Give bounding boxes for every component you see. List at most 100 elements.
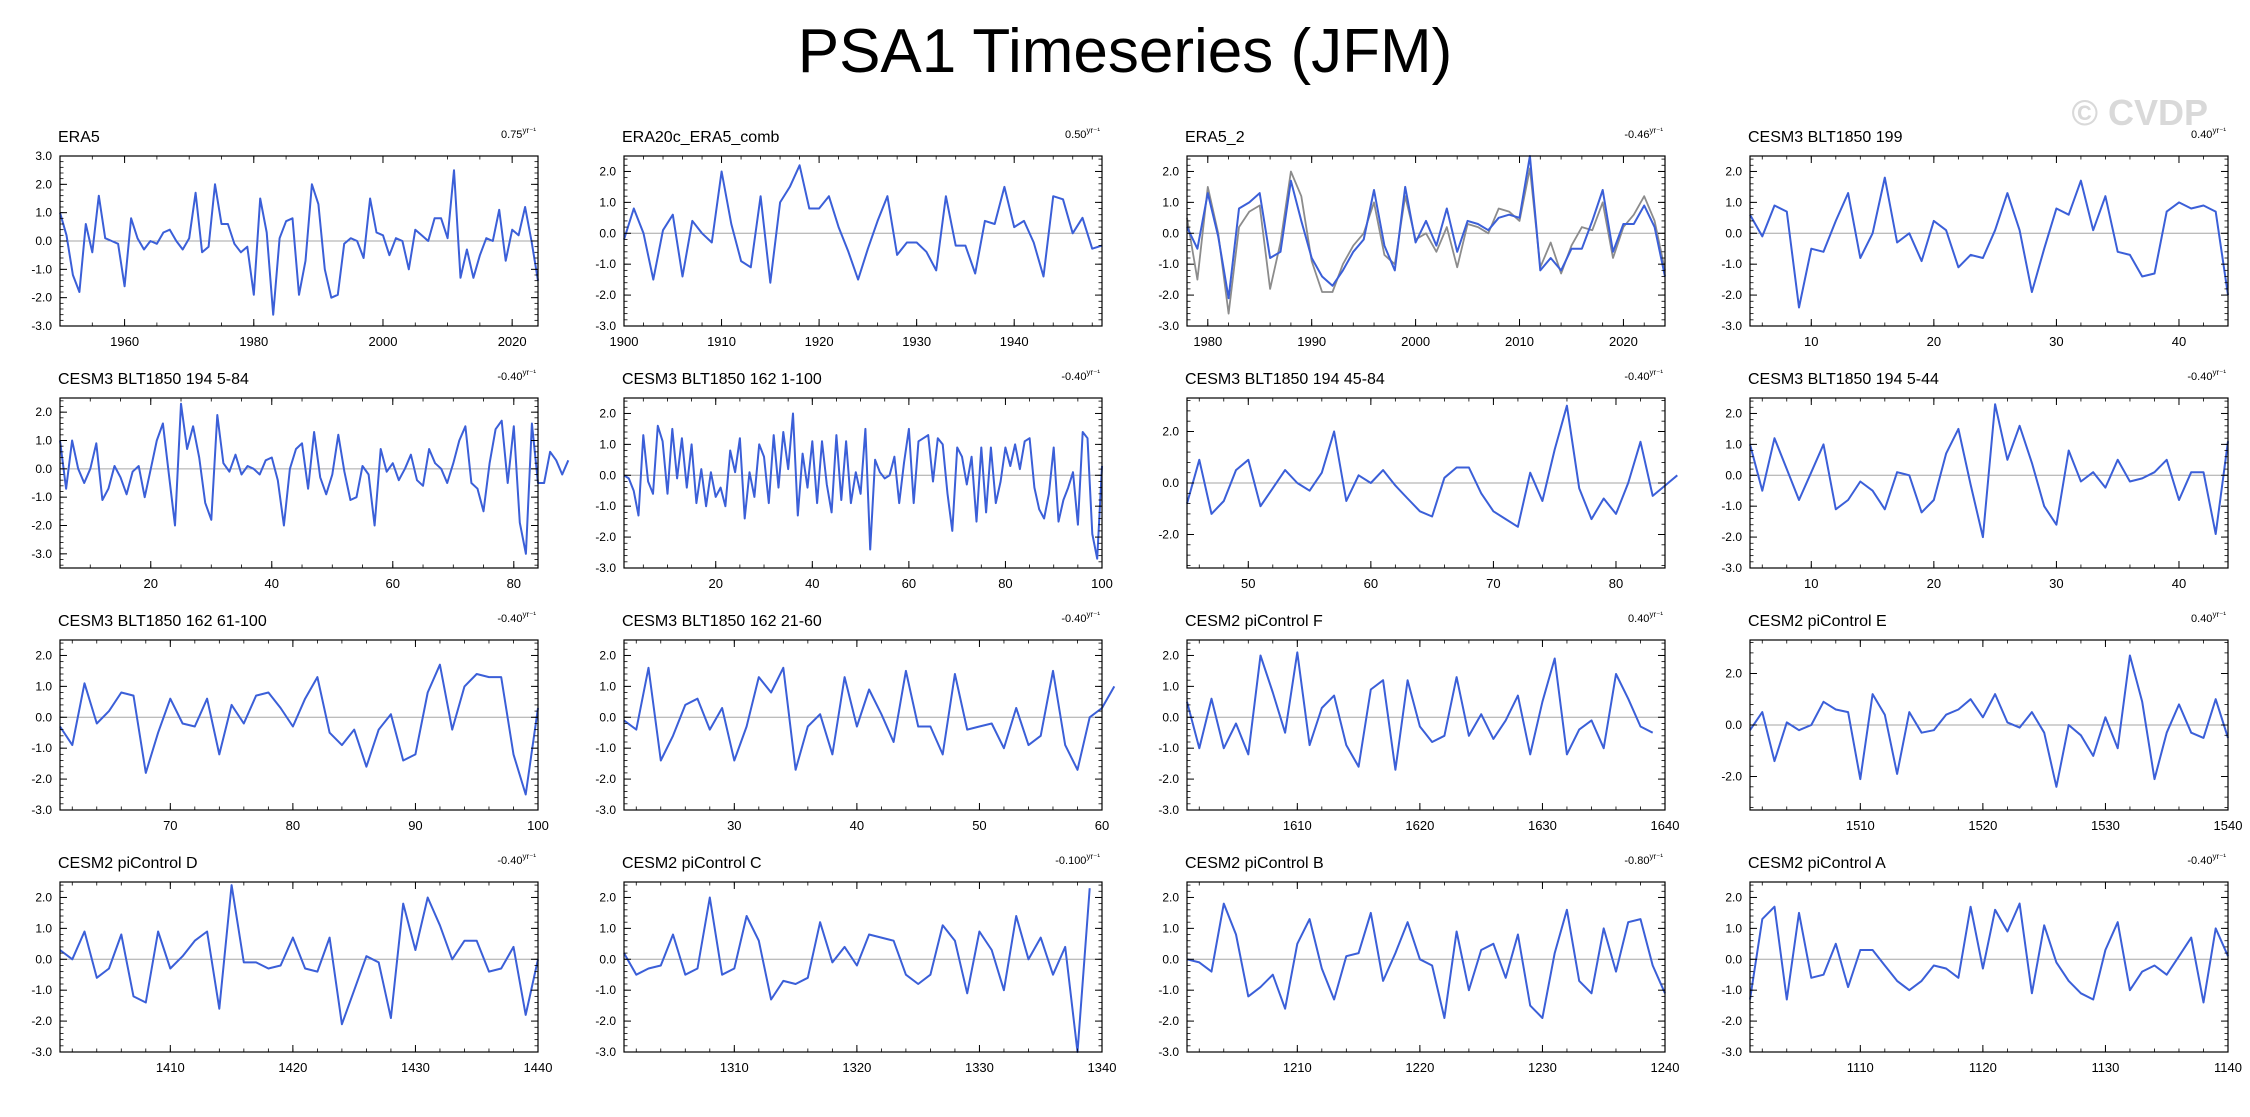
plot-frame [1186,881,1666,1053]
chart-panel: CESM2 piControl A -0.40yr⁻¹ -3.0 -2.0 -1.0 0.… [1721,852,2242,1075]
y-tick-label: 2.0 [1162,890,1179,904]
y-tick-label: -3.0 [595,803,616,817]
x-tick-label: 20 [1927,576,1941,591]
x-tick-label: 1340 [1088,1060,1117,1075]
trend-unit: yr⁻¹ [522,368,536,377]
x-tick-label: 1420 [278,1060,307,1075]
series-line [1186,155,1666,300]
chart-panel: CESM2 piControl E 0.40yr⁻¹ -2.0 0.0 2.0 1510 1… [1721,610,2242,833]
plot-frame [1749,397,2229,569]
x-tick-label: 1220 [1405,1060,1434,1075]
x-tick-label: 1240 [1651,1060,1680,1075]
x-tick-label: 2000 [369,334,398,349]
y-tick-label: 2.0 [1725,666,1742,680]
x-tick-label: 1510 [1846,818,1875,833]
y-tick-label: 0.0 [1725,718,1742,732]
panel-trend: -0.40yr⁻¹ [497,852,536,867]
y-tick-label: 2.0 [599,890,616,904]
panel-trend: -0.100yr⁻¹ [1055,852,1100,867]
x-tick-label: 1410 [156,1060,185,1075]
panel-title: ERA5_2 [1185,129,1245,146]
x-tick-label: 1120 [1969,1060,1997,1075]
series-line [1749,654,2229,788]
plot-frame [623,639,1103,811]
y-tick-label: 0.0 [35,462,52,476]
panel-title: ERA20c_ERA5_comb [622,129,780,146]
trend-unit: yr⁻¹ [2212,852,2226,861]
y-tick-label: 0.0 [599,952,616,966]
chart-panel: CESM2 piControl B -0.80yr⁻¹ -3.0 -2.0 -1.0 0.… [1158,852,1679,1075]
y-tick-label: -1.0 [1158,983,1179,997]
x-tick-label: 10 [1804,334,1818,349]
y-tick-label: -3.0 [31,319,52,333]
x-tick-label: 100 [1091,576,1113,591]
y-tick-label: 0.0 [1725,468,1742,482]
panel-trend: 0.50yr⁻¹ [1065,126,1100,141]
series-line [1749,176,2229,309]
y-tick-label: 2.0 [599,648,616,662]
y-tick-label: 2.0 [1162,164,1179,178]
y-tick-label: -1.0 [31,983,52,997]
panel-trend: -0.40yr⁻¹ [1624,368,1663,383]
panel-title: ERA5 [58,129,100,146]
trend-unit: yr⁻¹ [2212,126,2226,135]
x-tick-label: 80 [998,576,1012,591]
y-tick-label: -3.0 [1721,1045,1742,1059]
trend-unit: yr⁻¹ [1086,126,1100,135]
y-tick-label: 0.0 [599,226,616,240]
trend-unit: yr⁻¹ [522,610,536,619]
series-line [623,164,1103,284]
y-tick-label: -2.0 [1158,528,1179,542]
y-tick-label: -2.0 [31,772,52,786]
x-tick-label: 1980 [239,334,268,349]
y-tick-label: -3.0 [31,1045,52,1059]
y-tick-label: 1.0 [35,679,52,693]
trend-unit: yr⁻¹ [522,852,536,861]
x-tick-label: 1320 [842,1060,871,1075]
y-tick-label: -3.0 [595,561,616,575]
y-tick-label: 1.0 [599,679,616,693]
y-tick-label: 3.0 [35,149,52,163]
series-line [1749,403,2229,539]
y-tick-label: 2.0 [35,890,52,904]
y-tick-label: 1.0 [599,921,616,935]
y-tick-label: -2.0 [1721,288,1742,302]
x-tick-label: 20 [1927,334,1941,349]
x-tick-label: 90 [408,818,422,833]
y-tick-label: 0.0 [1162,226,1179,240]
x-tick-label: 1940 [1000,334,1029,349]
y-tick-label: 1.0 [599,437,616,451]
y-tick-label: -1.0 [31,262,52,276]
x-tick-label: 40 [850,818,864,833]
y-tick-label: 1.0 [1725,437,1742,451]
panel-trend: -0.40yr⁻¹ [497,610,536,625]
panel-title: CESM3 BLT1850 162 1-100 [622,371,822,388]
x-tick-label: 1980 [1193,334,1222,349]
chart-panel: CESM3 BLT1850 199 0.40yr⁻¹ -3.0 -2.0 -1.0 0.0… [1721,126,2229,349]
series-line [1186,651,1654,771]
trend-unit: yr⁻¹ [522,126,536,135]
watermark: © CVDP [2071,92,2208,133]
series-line [59,663,539,796]
trend-unit: yr⁻¹ [1086,368,1100,377]
y-tick-label: 1.0 [35,206,52,220]
y-tick-label: -2.0 [1721,1014,1742,1028]
y-tick-label: -2.0 [1158,288,1179,302]
y-tick-label: -2.0 [595,288,616,302]
panel-title: CESM3 BLT1850 199 [1748,129,1903,146]
x-tick-label: 2000 [1401,334,1430,349]
y-tick-label: -2.0 [1721,530,1742,544]
x-tick-label: 1640 [1651,818,1680,833]
x-tick-label: 50 [1241,576,1255,591]
x-tick-label: 1900 [610,334,639,349]
y-tick-label: -3.0 [595,1045,616,1059]
x-tick-label: 40 [265,576,279,591]
plot-frame [623,881,1103,1053]
trend-unit: yr⁻¹ [2212,610,2226,619]
y-tick-label: -3.0 [1158,319,1179,333]
panel-trend: 0.40yr⁻¹ [2191,126,2226,141]
plot-frame [1186,639,1666,811]
x-tick-label: 20 [709,576,723,591]
x-tick-label: 1990 [1297,334,1326,349]
